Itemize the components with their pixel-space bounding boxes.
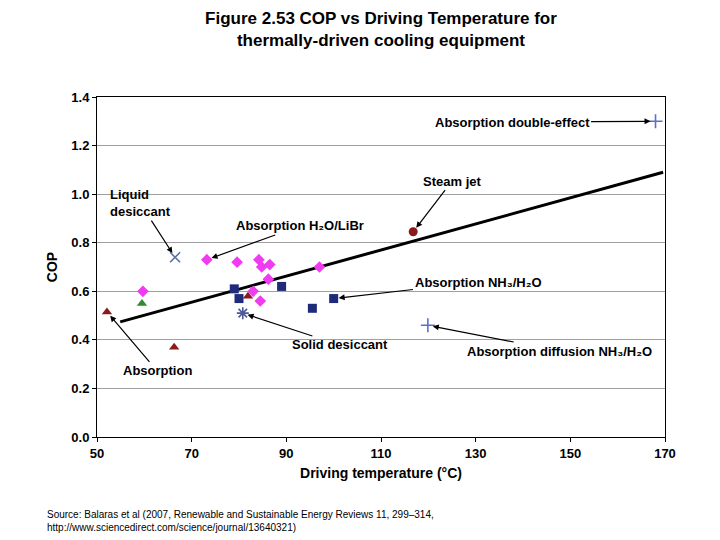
svg-text:Steam jet: Steam jet (423, 174, 481, 189)
svg-text:170: 170 (654, 446, 676, 461)
svg-text:Absorption diffusion NH₃/H₂O: Absorption diffusion NH₃/H₂O (467, 344, 652, 359)
svg-text:130: 130 (465, 446, 487, 461)
svg-text:Driving temperature (°C): Driving temperature (°C) (300, 465, 462, 481)
svg-text:1.0: 1.0 (71, 187, 89, 202)
svg-text:0.4: 0.4 (71, 332, 90, 347)
svg-text:1.4: 1.4 (71, 90, 90, 105)
svg-text:70: 70 (184, 446, 198, 461)
svg-text:150: 150 (559, 446, 581, 461)
svg-text:Absorption: Absorption (123, 363, 192, 378)
svg-text:0.0: 0.0 (71, 430, 89, 445)
svg-text:110: 110 (371, 446, 392, 461)
svg-text:Liquiddesiccant: Liquiddesiccant (110, 187, 171, 219)
svg-text:Absorption NH₃/H₂O: Absorption NH₃/H₂O (415, 275, 542, 290)
svg-text:0.8: 0.8 (71, 235, 89, 250)
svg-text:90: 90 (279, 446, 293, 461)
svg-text:0.6: 0.6 (71, 284, 89, 299)
svg-text:COP: COP (44, 252, 60, 282)
svg-text:50: 50 (90, 446, 104, 461)
svg-text:Figure 2.53 COP vs Driving Tem: Figure 2.53 COP vs Driving Temperature f… (205, 9, 557, 50)
svg-text:0.2: 0.2 (71, 381, 89, 396)
svg-text:Absorption H₂O/LiBr: Absorption H₂O/LiBr (236, 218, 364, 233)
svg-text:Solid desiccant: Solid desiccant (292, 337, 388, 352)
svg-text:1.2: 1.2 (71, 138, 89, 153)
svg-text:Absorption double-effect: Absorption double-effect (435, 115, 590, 130)
svg-text:Source: Balaras et al (2007, R: Source: Balaras et al (2007, Renewable a… (47, 509, 434, 533)
